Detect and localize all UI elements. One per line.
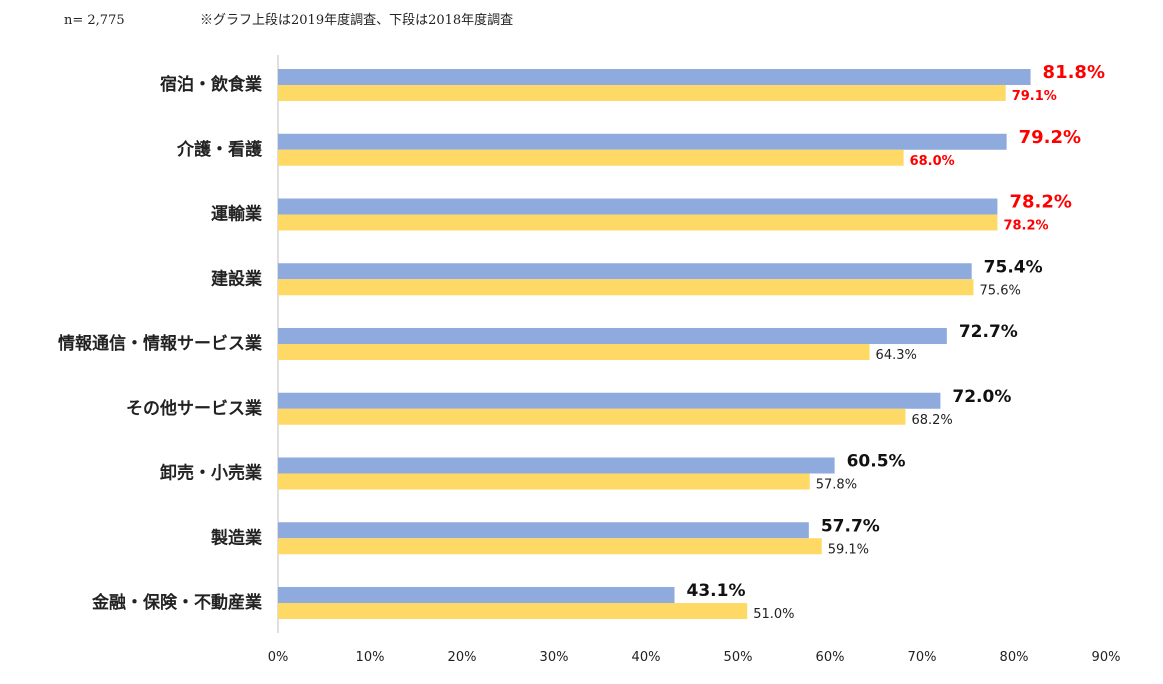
sample-size-label: n= 2,775 — [64, 13, 125, 28]
x-tick-label: 40% — [632, 650, 661, 665]
x-tick-label: 90% — [1092, 650, 1121, 665]
x-tick-label: 10% — [356, 650, 385, 665]
category-label: 運輸業 — [211, 204, 262, 225]
category-label: 宿泊・飲食業 — [160, 74, 262, 95]
data-label-2019: 57.7% — [821, 516, 880, 536]
data-label-2018: 64.3% — [876, 348, 917, 363]
survey-note: ※グラフ上段は2019年度調査、下段は2018年度調査 — [200, 13, 514, 28]
x-tick-label: 50% — [724, 650, 753, 665]
x-tick-label: 70% — [908, 650, 937, 665]
data-label-2019: 72.0% — [952, 387, 1011, 407]
bar-2018 — [278, 149, 904, 166]
bar-2019 — [278, 133, 1007, 150]
x-tick-label: 0% — [268, 650, 289, 665]
data-label-2018: 78.2% — [1003, 219, 1048, 234]
data-label-2018: 68.0% — [910, 154, 955, 169]
chart-header: n= 2,775 ※グラフ上段は2019年度調査、下段は2018年度調査 — [64, 9, 513, 28]
bar-2019 — [278, 457, 835, 474]
category-label: 情報通信・情報サービス業 — [58, 333, 262, 354]
bar-2018 — [278, 473, 810, 490]
bar-2019 — [278, 69, 1031, 85]
bar-2019 — [278, 198, 998, 215]
x-tick-label: 60% — [816, 650, 845, 665]
bar-2019 — [278, 587, 675, 603]
bar-2018 — [278, 538, 822, 555]
category-label: 建設業 — [211, 268, 262, 289]
data-label-2019: 78.2% — [1009, 192, 1071, 213]
data-label-2019: 79.2% — [1019, 127, 1081, 148]
x-tick-label: 30% — [540, 650, 569, 665]
bar-2019 — [278, 392, 941, 409]
bar-2018 — [278, 603, 748, 619]
data-label-2019: 43.1% — [687, 581, 746, 601]
category-label: 介護・看護 — [176, 139, 263, 160]
bar-2018 — [278, 279, 974, 296]
bar-2018 — [278, 214, 998, 231]
bar-2018 — [278, 344, 870, 360]
data-label-2018: 68.2% — [911, 413, 952, 428]
data-label-2018: 59.1% — [828, 542, 869, 557]
bar-2018 — [278, 408, 906, 425]
x-tick-label: 80% — [1000, 650, 1029, 665]
data-label-2019: 72.7% — [959, 322, 1018, 342]
data-label-2019: 75.4% — [984, 257, 1043, 277]
category-label: その他サービス業 — [126, 398, 262, 419]
data-label-2018: 79.1% — [1012, 89, 1057, 104]
bar-2019 — [278, 328, 947, 344]
bar-2019 — [278, 263, 972, 280]
bar-2018 — [278, 85, 1006, 101]
category-label: 卸売・小売業 — [160, 463, 262, 484]
data-label-2019: 81.8% — [1043, 62, 1105, 83]
data-label-2018: 75.6% — [980, 283, 1021, 298]
data-label-2018: 57.8% — [816, 478, 857, 493]
category-label: 金融・保険・不動産業 — [91, 592, 262, 613]
category-label: 製造業 — [210, 527, 262, 548]
data-label-2018: 51.0% — [753, 607, 794, 622]
bar-2019 — [278, 522, 809, 539]
data-label-2019: 60.5% — [847, 452, 906, 472]
x-tick-label: 20% — [448, 650, 477, 665]
